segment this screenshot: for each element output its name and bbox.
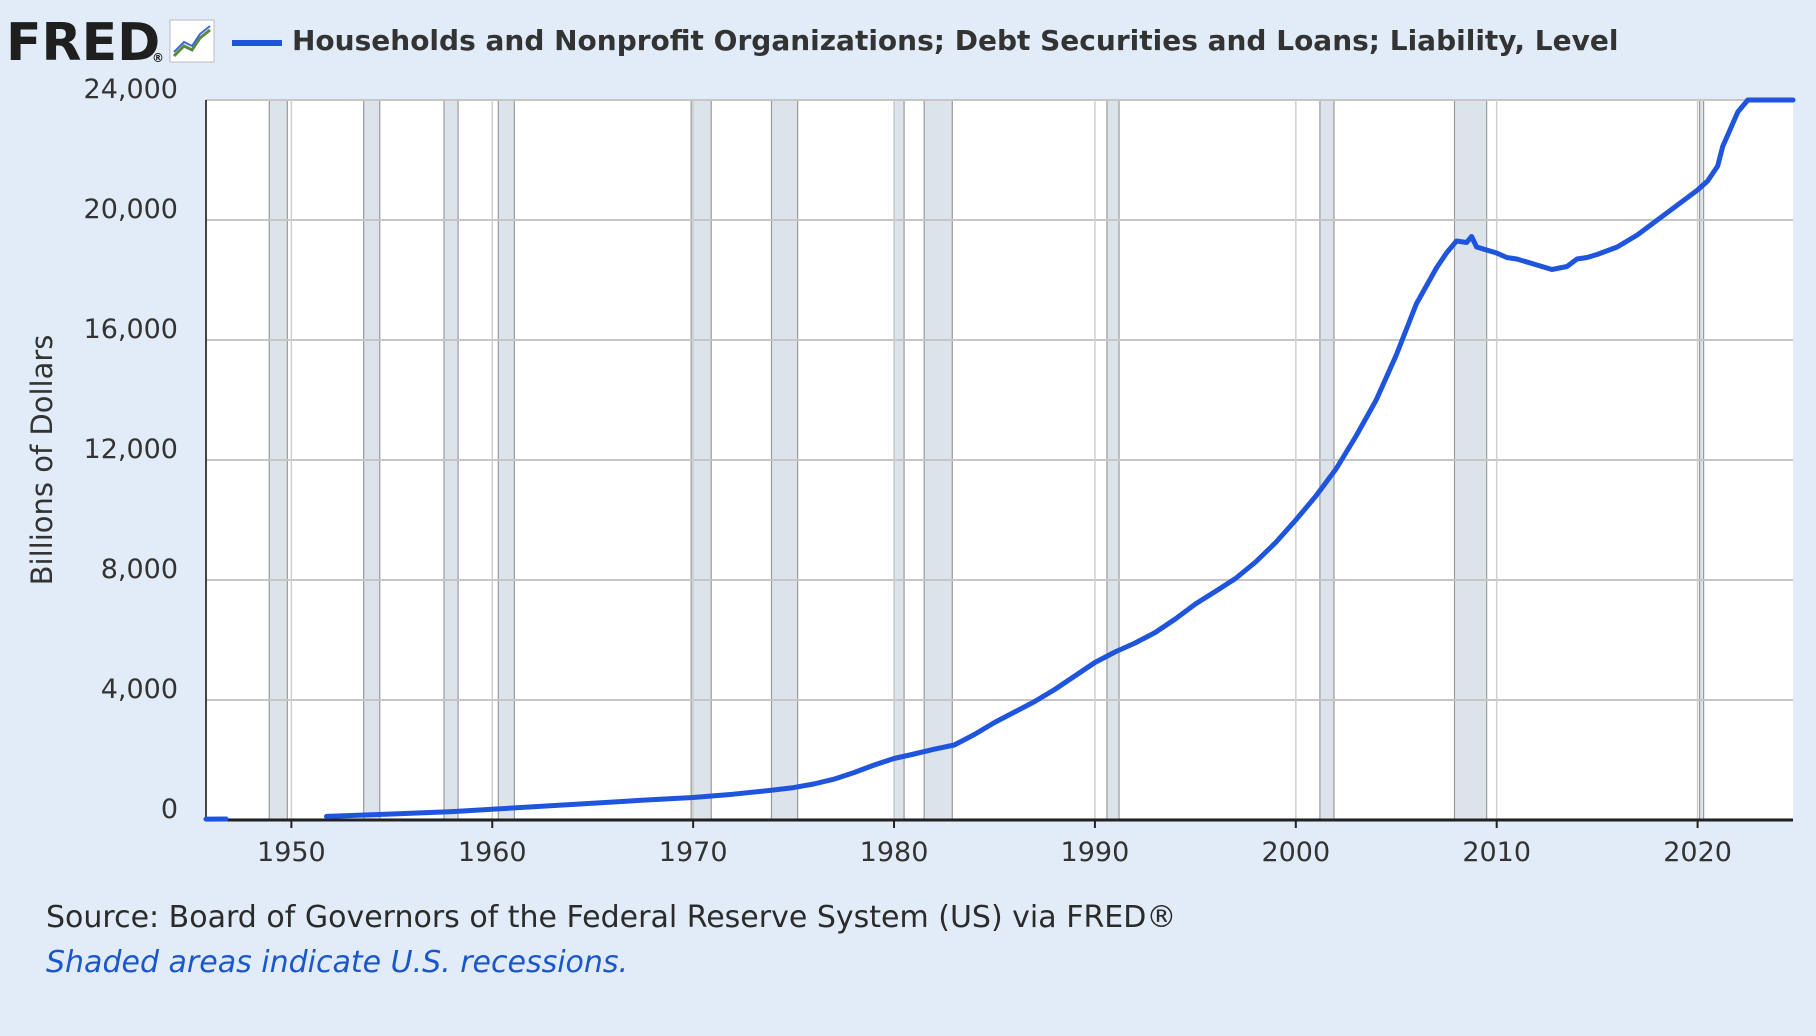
y-tick-label: 16,000	[84, 314, 178, 345]
y-tick-label: 0	[161, 794, 178, 825]
line-chart-icon	[169, 19, 215, 63]
x-tick-label: 1970	[659, 837, 728, 868]
grid-lines	[206, 99, 1793, 820]
fred-registered-mark: ®	[152, 51, 164, 65]
y-axis-title: Billions of Dollars	[25, 335, 59, 586]
y-tick-labels: 0 4,000 8,000 12,000 16,000 20,000 24,000	[84, 74, 178, 825]
fred-logo[interactable]: FRED ®	[6, 13, 215, 73]
y-tick-label: 12,000	[84, 434, 178, 465]
source-citation: Source: Board of Governors of the Federa…	[46, 900, 1177, 935]
series-line	[324, 97, 1796, 819]
y-tick-label: 4,000	[101, 674, 178, 705]
x-tick-label: 2020	[1663, 837, 1732, 868]
x-tick-label: 1980	[860, 837, 929, 868]
y-tick-label: 20,000	[84, 194, 178, 225]
fred-logo-text: FRED	[6, 13, 160, 73]
legend-series-label: Households and Nonprofit Organizations; …	[292, 24, 1618, 57]
x-tick-label: 1990	[1061, 837, 1130, 868]
x-tick-label: 2000	[1261, 837, 1330, 868]
x-tick-label: 2010	[1462, 837, 1531, 868]
recession-note[interactable]: Shaded areas indicate U.S. recessions.	[46, 945, 629, 980]
x-tick-label: 1950	[257, 837, 326, 868]
x-tick-labels: 1950 1960 1970 1980 1990 2000 2010 2020	[257, 820, 1732, 868]
y-tick-label: 8,000	[101, 554, 178, 585]
x-tick-label: 1960	[458, 837, 527, 868]
y-tick-label: 24,000	[84, 74, 178, 105]
series-lines	[203, 97, 1796, 822]
legend: Households and Nonprofit Organizations; …	[232, 24, 1618, 57]
